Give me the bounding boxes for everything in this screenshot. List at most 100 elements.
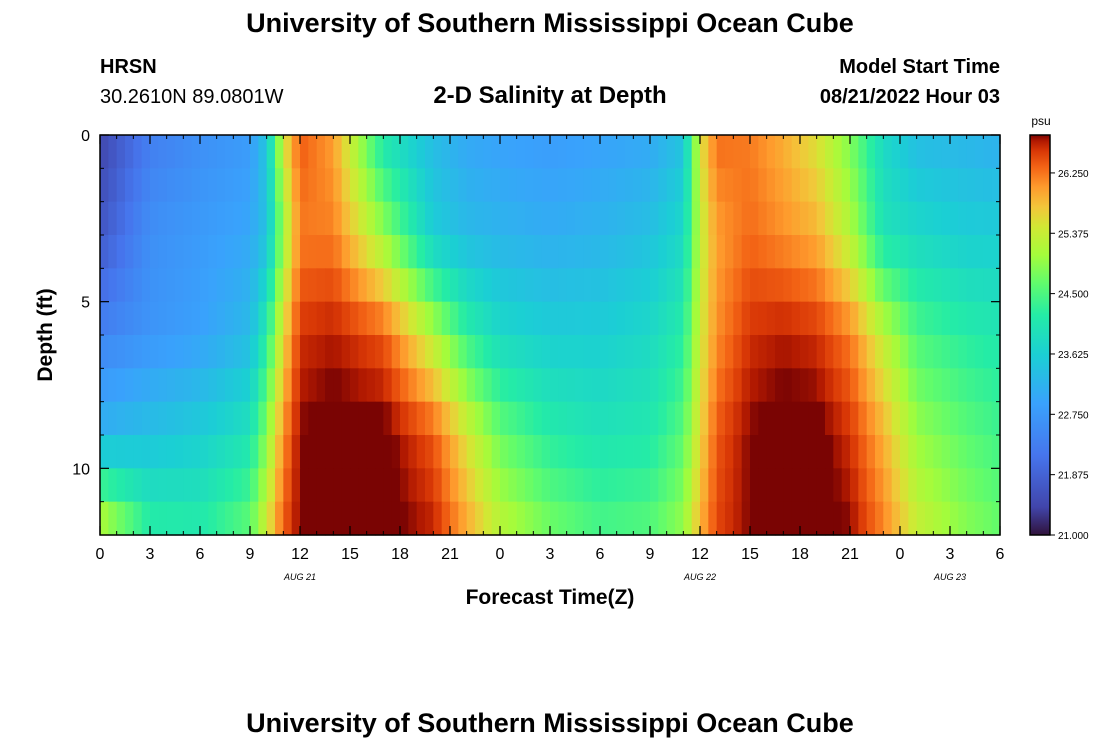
heatmap-cell — [441, 468, 451, 503]
heatmap-cell — [575, 301, 584, 336]
heatmap-cell — [650, 368, 659, 403]
heatmap-cell — [758, 268, 768, 303]
heatmap-cell — [750, 301, 759, 336]
heatmap-cell — [175, 501, 184, 536]
heatmap-cell — [591, 368, 601, 403]
heatmap-cell — [591, 235, 601, 269]
heatmap-cell — [975, 435, 984, 469]
heatmap-cell — [683, 135, 693, 169]
heatmap-cell — [308, 168, 318, 203]
heatmap-cell — [408, 401, 418, 436]
heatmap-cell — [725, 468, 734, 503]
station-name: HRSN — [100, 56, 157, 78]
heatmap-cell — [441, 435, 451, 469]
heatmap-cell — [275, 201, 284, 236]
heatmap-cell — [866, 268, 876, 303]
heatmap-cell — [616, 301, 626, 336]
heatmap-cell — [591, 335, 601, 369]
heatmap-cell — [633, 501, 643, 536]
heatmap-cell — [841, 268, 851, 303]
heatmap-cell — [883, 335, 893, 369]
heatmap-cell — [800, 501, 809, 536]
heatmap-cell — [941, 435, 951, 469]
heatmap-cell — [458, 201, 468, 236]
heatmap-cell — [600, 201, 609, 236]
heatmap-cell — [100, 168, 109, 203]
heatmap-cell — [858, 135, 868, 169]
heatmap-cell — [700, 401, 709, 436]
heatmap-cell — [216, 235, 226, 269]
heatmap-cell — [816, 435, 826, 469]
heatmap-cell — [358, 401, 368, 436]
heatmap-cell — [833, 168, 843, 203]
heatmap-cell — [466, 268, 476, 303]
colorbar-tick-label: 23.625 — [1058, 350, 1089, 361]
heatmap-cell — [525, 401, 534, 436]
heatmap-cell — [891, 268, 901, 303]
heatmap-cell — [425, 168, 434, 203]
heatmap-cell — [591, 301, 601, 336]
heatmap-cell — [933, 301, 943, 336]
heatmap-cell — [175, 335, 184, 369]
y-axis: 0 5 10 — [72, 128, 1000, 503]
heatmap-cell — [175, 468, 184, 503]
heatmap-cell — [525, 268, 534, 303]
heatmap-cell — [275, 501, 284, 536]
heatmap-cell — [641, 501, 651, 536]
heatmap-cell — [908, 368, 918, 403]
heatmap-cell — [891, 468, 901, 503]
heatmap-cell — [675, 268, 684, 303]
heatmap-cell — [633, 135, 643, 169]
heatmap-cell — [508, 401, 518, 436]
heatmap-cell — [491, 268, 501, 303]
heatmap-cell — [675, 168, 684, 203]
heatmap-cell — [216, 501, 226, 536]
heatmap-cell — [200, 468, 209, 503]
heatmap-cell — [825, 501, 834, 536]
heatmap-cell — [141, 468, 151, 503]
heatmap-cell — [566, 168, 576, 203]
heatmap-cell — [200, 335, 209, 369]
heatmap-cell — [516, 435, 526, 469]
x-tick-label: 12 — [291, 546, 309, 563]
heatmap-cell — [541, 401, 551, 436]
heatmap-cell — [566, 468, 576, 503]
heatmap-cell — [591, 468, 601, 503]
heatmap-cell — [975, 335, 984, 369]
heatmap-cell — [775, 301, 784, 336]
heatmap-cell — [750, 335, 759, 369]
heatmap-cell — [375, 501, 384, 536]
heatmap-cell — [775, 201, 784, 236]
heatmap-cell — [958, 168, 968, 203]
heatmap-cell — [691, 235, 701, 269]
heatmap-cell — [316, 335, 326, 369]
heatmap-cell — [866, 201, 876, 236]
heatmap-cell — [291, 368, 301, 403]
heatmap-cell — [191, 201, 201, 236]
heatmap-cell — [341, 301, 351, 336]
heatmap-cell — [200, 268, 209, 303]
heatmap-cell — [591, 435, 601, 469]
heatmap-cell — [116, 168, 126, 203]
heatmap-cell — [725, 335, 734, 369]
heatmap-cell — [491, 435, 501, 469]
heatmap-cell — [433, 268, 443, 303]
heatmap-cell — [425, 468, 434, 503]
heatmap-cell — [700, 435, 709, 469]
heatmap-cell — [758, 435, 768, 469]
heatmap-cell — [933, 268, 943, 303]
heatmap-cell — [291, 135, 301, 169]
heatmap-cell — [933, 235, 943, 269]
heatmap-cell — [350, 435, 359, 469]
heatmap-cell — [791, 235, 801, 269]
heatmap-cell — [966, 468, 976, 503]
heatmap-cell — [408, 468, 418, 503]
heatmap-cell — [191, 435, 201, 469]
heatmap-cell — [608, 235, 618, 269]
heatmap-cell — [616, 135, 626, 169]
heatmap-cell — [150, 335, 159, 369]
heatmap-cell — [683, 435, 693, 469]
heatmap-cell — [116, 201, 126, 236]
heatmap-cell — [300, 201, 309, 236]
heatmap-cell — [508, 235, 518, 269]
